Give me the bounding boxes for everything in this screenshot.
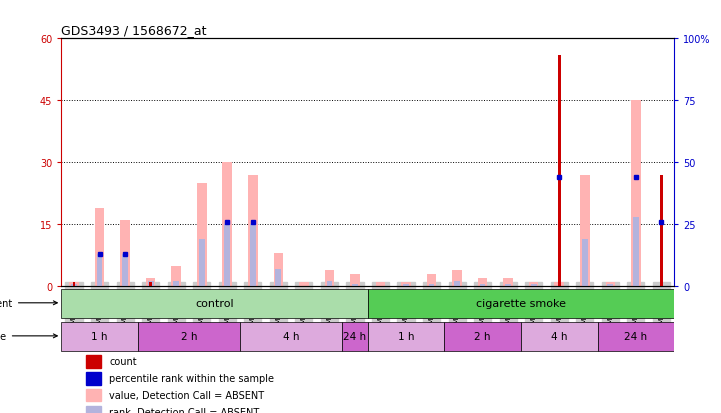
Bar xyxy=(558,56,561,287)
Bar xyxy=(327,282,332,287)
Bar xyxy=(86,406,101,413)
Bar xyxy=(148,282,154,287)
Bar xyxy=(633,217,639,287)
Bar xyxy=(94,208,105,287)
Bar xyxy=(73,282,76,287)
Bar xyxy=(606,282,615,287)
Bar xyxy=(376,282,385,287)
Bar xyxy=(598,322,674,351)
Bar xyxy=(452,270,462,287)
Bar xyxy=(248,175,257,287)
FancyBboxPatch shape xyxy=(368,289,674,318)
Bar xyxy=(146,278,156,287)
Text: 24 h: 24 h xyxy=(624,331,647,341)
Text: cigarette smoke: cigarette smoke xyxy=(476,298,566,308)
Bar xyxy=(582,240,588,287)
Bar xyxy=(342,322,368,351)
Bar xyxy=(503,278,513,287)
Bar xyxy=(580,175,590,287)
Bar xyxy=(61,322,138,351)
Bar xyxy=(521,322,598,351)
Bar xyxy=(505,284,511,287)
Bar xyxy=(172,266,181,287)
Bar xyxy=(403,284,409,287)
Text: percentile rank within the sample: percentile rank within the sample xyxy=(109,373,274,384)
Bar xyxy=(479,284,485,287)
Bar xyxy=(120,221,130,287)
Bar xyxy=(86,356,101,368)
Bar xyxy=(429,284,435,287)
Bar xyxy=(324,270,335,287)
Bar xyxy=(123,254,128,287)
Bar xyxy=(299,282,309,287)
Bar xyxy=(273,254,283,287)
Bar xyxy=(275,269,281,287)
Bar xyxy=(97,254,102,287)
Bar xyxy=(197,183,206,287)
Bar xyxy=(454,282,460,287)
Bar xyxy=(199,240,205,287)
Text: 1 h: 1 h xyxy=(92,331,108,341)
Text: count: count xyxy=(109,356,137,367)
Text: control: control xyxy=(195,298,234,308)
FancyBboxPatch shape xyxy=(61,289,368,318)
Text: value, Detection Call = ABSENT: value, Detection Call = ABSENT xyxy=(109,390,264,401)
Bar xyxy=(531,284,536,287)
Bar xyxy=(554,282,564,287)
Text: 2 h: 2 h xyxy=(181,331,198,341)
Bar xyxy=(86,389,101,401)
Text: 1 h: 1 h xyxy=(398,331,415,341)
Bar xyxy=(660,175,663,287)
Bar xyxy=(607,284,613,287)
Bar xyxy=(529,282,539,287)
Text: 4 h: 4 h xyxy=(551,331,567,341)
Text: rank, Detection Call = ABSENT: rank, Detection Call = ABSENT xyxy=(109,407,260,413)
Bar xyxy=(368,322,444,351)
Text: time: time xyxy=(0,331,57,341)
Bar xyxy=(350,274,360,287)
Text: 4 h: 4 h xyxy=(283,331,299,341)
Bar xyxy=(352,284,358,287)
Text: GDS3493 / 1568672_at: GDS3493 / 1568672_at xyxy=(61,24,207,37)
Bar xyxy=(240,322,342,351)
Bar xyxy=(224,225,230,287)
Bar xyxy=(138,322,240,351)
Bar xyxy=(250,225,256,287)
Bar xyxy=(69,282,79,287)
Text: 24 h: 24 h xyxy=(343,331,366,341)
Bar xyxy=(223,163,232,287)
Bar xyxy=(149,282,152,287)
Text: 2 h: 2 h xyxy=(474,331,491,341)
Bar xyxy=(71,284,77,287)
Bar xyxy=(86,373,101,385)
Bar xyxy=(427,274,436,287)
Bar xyxy=(631,101,641,287)
Bar xyxy=(478,278,487,287)
Bar xyxy=(173,282,179,287)
Bar xyxy=(401,282,411,287)
Text: agent: agent xyxy=(0,298,57,308)
Bar xyxy=(444,322,521,351)
